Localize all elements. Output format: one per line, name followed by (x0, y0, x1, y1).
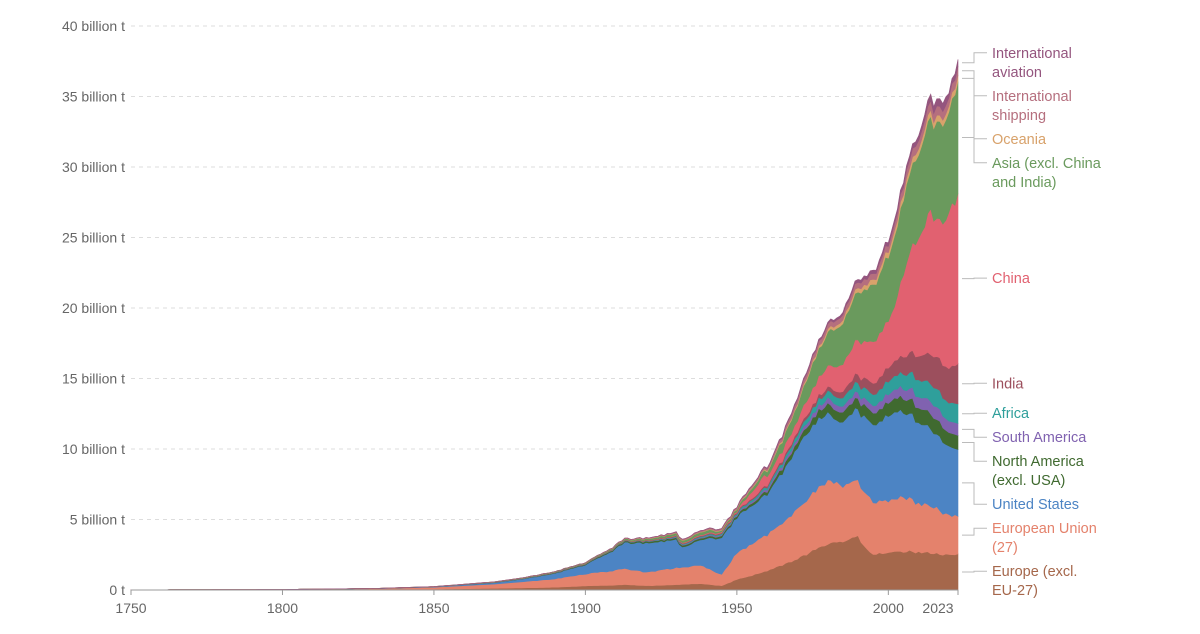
y-tick-label: 5 billion t (70, 512, 125, 528)
legend-label-europe-excl-eu-27: EU-27) (992, 583, 1038, 599)
legend-item-north-america-excl-usa: North America (excl. USA) (962, 442, 1085, 489)
legend-item-europe-excl-eu-27: Europe (excl. EU-27) (962, 564, 1077, 599)
legend-label-north-america-excl-usa: North America (992, 454, 1085, 470)
legend-leader-line (962, 382, 987, 385)
axis-layer: 0 t 5 billion t 10 billion t 15 billion t 20… (62, 18, 959, 616)
legend-item-international-aviation: International aviation (962, 46, 1072, 81)
x-tick-label: 1900 (570, 600, 601, 616)
x-tick-label: 2023 (922, 600, 953, 616)
x-tick-label: 2000 (873, 600, 904, 616)
x-tick-label: 1950 (721, 600, 752, 616)
x-tick-label: 1850 (418, 600, 449, 616)
legend-label-asia-excl-china-and-india: Asia (excl. China (992, 156, 1102, 172)
y-tick-label: 0 t (109, 582, 125, 598)
y-tick-label: 10 billion t (62, 441, 125, 457)
legend-label-europe-excl-eu-27: Europe (excl. (992, 564, 1077, 580)
legend-label-africa: Africa (992, 406, 1030, 422)
legend-label-oceania: Oceania (992, 132, 1047, 148)
legend-leader-line (962, 412, 987, 415)
legend-item-india: India (962, 376, 1024, 392)
legend-label-south-america: South America (992, 430, 1087, 446)
legend-item-south-america: South America (962, 428, 1087, 446)
legend-item-international-shipping: International shipping (962, 70, 1072, 124)
legend-label-china: China (992, 271, 1031, 287)
legend-leader-line (962, 527, 987, 536)
y-tick-label: 25 billion t (62, 230, 125, 246)
legend-leader-line (962, 482, 987, 505)
y-tick-label: 40 billion t (62, 18, 125, 34)
legend-item-china: China (962, 271, 1031, 287)
y-tick-label: 15 billion t (62, 371, 125, 387)
legend-label-european-union-27: European Union (992, 521, 1097, 537)
legend-item-asia-excl-china-and-india: Asia (excl. China and India) (962, 137, 1102, 191)
area-international-aviation (130, 59, 959, 591)
legend-item-european-union-27: European Union (27) (962, 521, 1097, 556)
legend-label-international-aviation: International (992, 46, 1072, 62)
legend-label-asia-excl-china-and-india: and India) (992, 175, 1057, 191)
y-tick-label: 35 billion t (62, 89, 125, 105)
legend-item-oceania: Oceania (962, 77, 1047, 148)
legend-label-international-shipping: International (992, 89, 1072, 105)
legend-leader-line (962, 277, 987, 280)
legend-leader-line (962, 52, 987, 64)
legend-leader-line (962, 570, 987, 573)
y-tick-label: 30 billion t (62, 159, 125, 175)
legend-leader-line (962, 77, 987, 140)
legend-label-international-aviation: aviation (992, 65, 1042, 81)
legend-leader-line (962, 137, 987, 164)
x-tick-label: 1750 (115, 600, 146, 616)
area-layer (130, 59, 959, 591)
x-tick-label: 1800 (267, 600, 298, 616)
y-tick-label: 20 billion t (62, 300, 125, 316)
legend-label-north-america-excl-usa: (excl. USA) (992, 473, 1065, 489)
legend-label-united-states: United States (992, 497, 1079, 513)
legend-item-africa: Africa (962, 406, 1030, 422)
legend-layer: International aviation International shippi… (962, 46, 1102, 599)
legend-item-united-states: United States (962, 482, 1079, 513)
legend-label-international-shipping: shipping (992, 108, 1046, 124)
legend-leader-line (962, 428, 987, 438)
legend-leader-line (962, 442, 987, 462)
legend-label-india: India (992, 376, 1024, 392)
legend-label-european-union-27: (27) (992, 540, 1018, 556)
